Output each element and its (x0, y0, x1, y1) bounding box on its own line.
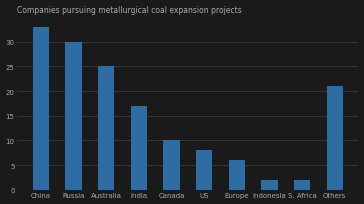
Bar (196, 151, 212, 190)
Bar (66, 43, 82, 190)
Bar (294, 180, 310, 190)
Text: Companies pursuing metallurgical coal expansion projects: Companies pursuing metallurgical coal ex… (17, 6, 242, 14)
Bar (163, 141, 180, 190)
Bar (327, 87, 343, 190)
Bar (33, 28, 49, 190)
Bar (98, 67, 114, 190)
Bar (261, 180, 278, 190)
Bar (131, 106, 147, 190)
Bar (229, 160, 245, 190)
